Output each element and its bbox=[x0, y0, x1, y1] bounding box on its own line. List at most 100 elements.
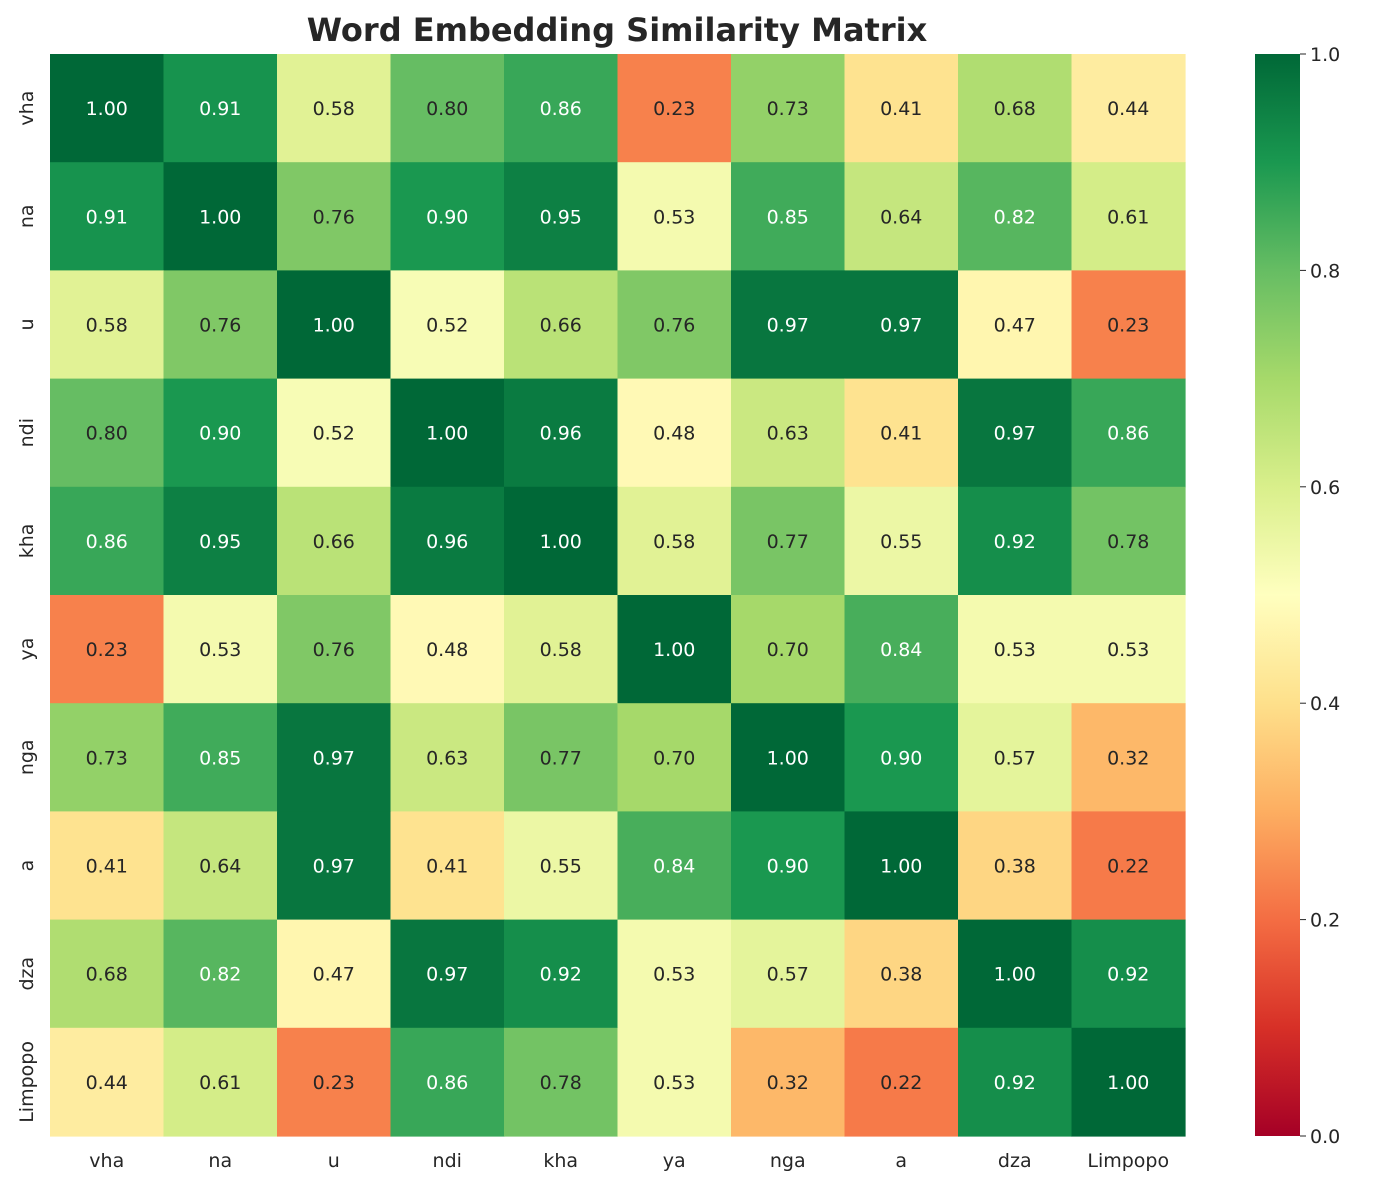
heatmap-cell bbox=[844, 270, 959, 380]
x-tick-label: vha bbox=[89, 1150, 124, 1172]
cell-value-label: 0.76 bbox=[653, 315, 695, 337]
cell-value-label: 0.96 bbox=[540, 423, 582, 445]
heatmap-cell bbox=[731, 919, 846, 1029]
cell-value-label: 0.23 bbox=[313, 1072, 355, 1094]
heatmap-cell bbox=[844, 1027, 959, 1137]
cell-value-label: 0.57 bbox=[994, 747, 1036, 769]
cell-value-label: 0.84 bbox=[880, 639, 922, 661]
heatmap-cell bbox=[617, 162, 732, 271]
cell-value-label: 0.23 bbox=[86, 639, 128, 661]
heatmap-cell bbox=[617, 486, 732, 596]
colorbar-tick-label: 0.2 bbox=[1310, 910, 1340, 932]
heatmap-cell bbox=[958, 162, 1073, 271]
heatmap-cell bbox=[277, 270, 392, 380]
heatmap-cell bbox=[277, 595, 392, 704]
cell-value-label: 0.22 bbox=[880, 1072, 922, 1094]
cell-value-label: 0.78 bbox=[540, 1072, 582, 1094]
cell-value-label: 0.76 bbox=[313, 206, 355, 228]
cell-value-label: 0.97 bbox=[313, 747, 355, 769]
heatmap-cell bbox=[504, 1027, 619, 1137]
heatmap-cell bbox=[958, 1027, 1073, 1137]
cell-value-label: 0.64 bbox=[199, 856, 241, 878]
heatmap-cell bbox=[390, 703, 505, 812]
cell-value-label: 0.32 bbox=[767, 1072, 809, 1094]
heatmap-cell bbox=[731, 162, 846, 271]
cell-value-label: 0.95 bbox=[199, 531, 241, 553]
cell-value-label: 0.76 bbox=[199, 315, 241, 337]
cell-value-label: 0.70 bbox=[653, 747, 695, 769]
heatmap-cell bbox=[50, 595, 165, 704]
heatmap-cell bbox=[504, 919, 619, 1029]
heatmap-cell bbox=[844, 919, 959, 1029]
cell-value-label: 0.52 bbox=[313, 423, 355, 445]
heatmap-cell bbox=[50, 162, 165, 271]
heatmap-cell bbox=[163, 162, 278, 271]
x-tick-label: a bbox=[895, 1150, 907, 1172]
cell-value-label: 0.80 bbox=[86, 423, 128, 445]
heatmap-cell bbox=[163, 1027, 278, 1137]
heatmap-cell bbox=[277, 703, 392, 812]
heatmap-cell bbox=[163, 811, 278, 921]
cell-value-label: 0.53 bbox=[994, 639, 1036, 661]
heatmap-cell bbox=[504, 811, 619, 921]
heatmap-cell bbox=[844, 486, 959, 596]
x-tick-label: kha bbox=[543, 1150, 578, 1172]
cell-value-label: 0.53 bbox=[199, 639, 241, 661]
cell-value-label: 0.86 bbox=[1107, 423, 1149, 445]
heatmap-cell bbox=[390, 1027, 505, 1137]
cell-value-label: 0.77 bbox=[540, 747, 582, 769]
colorbar: 0.0 0.2 0.4 0.6 0.8 1.0 bbox=[1255, 44, 1340, 1148]
cell-value-label: 1.00 bbox=[1107, 1072, 1149, 1094]
y-tick-label: nga bbox=[16, 739, 38, 775]
heatmap-cell bbox=[1071, 1027, 1186, 1137]
cell-value-label: 0.82 bbox=[199, 964, 241, 986]
colorbar-tick-label: 0.8 bbox=[1310, 260, 1340, 282]
cell-value-label: 0.97 bbox=[767, 315, 809, 337]
x-tick-label: na bbox=[208, 1150, 232, 1172]
heatmap-cell bbox=[731, 703, 846, 812]
cell-value-label: 0.53 bbox=[1107, 639, 1149, 661]
heatmap-cell bbox=[50, 54, 165, 163]
heatmap-cell bbox=[163, 919, 278, 1029]
cell-value-label: 0.92 bbox=[540, 964, 582, 986]
cell-value-label: 0.90 bbox=[880, 747, 922, 769]
cell-value-label: 0.78 bbox=[1107, 531, 1149, 553]
heatmap-cell bbox=[617, 270, 732, 380]
heatmap-cells: 1.00 0.91 0.58 0.80 0.86 0.23 0.73 0.41 0.68 0.44… bbox=[50, 54, 1186, 1137]
cell-value-label: 0.92 bbox=[994, 531, 1036, 553]
cell-value-label: 0.73 bbox=[86, 747, 128, 769]
heatmap-cell bbox=[617, 919, 732, 1029]
cell-value-label: 0.58 bbox=[653, 531, 695, 553]
heatmap-cell bbox=[163, 703, 278, 812]
cell-value-label: 0.63 bbox=[426, 747, 468, 769]
heatmap-cell bbox=[958, 595, 1073, 704]
heatmap-cell bbox=[390, 162, 505, 271]
cell-value-label: 0.86 bbox=[426, 1072, 468, 1094]
heatmap-cell bbox=[731, 595, 846, 704]
cell-value-label: 0.95 bbox=[540, 206, 582, 228]
heatmap-cell bbox=[731, 486, 846, 596]
heatmap-cell bbox=[277, 54, 392, 163]
cell-value-label: 1.00 bbox=[86, 98, 128, 120]
y-tick-label: ndi bbox=[16, 418, 38, 447]
heatmap-cell bbox=[50, 919, 165, 1029]
heatmap-cell bbox=[504, 54, 619, 163]
cell-value-label: 0.66 bbox=[540, 315, 582, 337]
cell-value-label: 0.63 bbox=[767, 423, 809, 445]
cell-value-label: 0.76 bbox=[313, 639, 355, 661]
cell-value-label: 0.91 bbox=[199, 98, 241, 120]
cell-value-label: 0.47 bbox=[994, 315, 1036, 337]
cell-value-label: 0.86 bbox=[540, 98, 582, 120]
cell-value-label: 0.52 bbox=[426, 315, 468, 337]
x-axis-tick-labels: vha na u ndi kha ya nga a dza Limpopo bbox=[89, 1150, 1169, 1172]
cell-value-label: 0.47 bbox=[313, 964, 355, 986]
y-tick-label: kha bbox=[16, 524, 38, 559]
heatmap-cell bbox=[844, 54, 959, 163]
cell-value-label: 0.53 bbox=[653, 206, 695, 228]
cell-value-label: 0.90 bbox=[767, 856, 809, 878]
heatmap-cell bbox=[731, 54, 846, 163]
cell-value-label: 1.00 bbox=[540, 531, 582, 553]
cell-value-label: 0.58 bbox=[540, 639, 582, 661]
cell-value-label: 0.41 bbox=[880, 423, 922, 445]
heatmap-cell bbox=[50, 811, 165, 921]
